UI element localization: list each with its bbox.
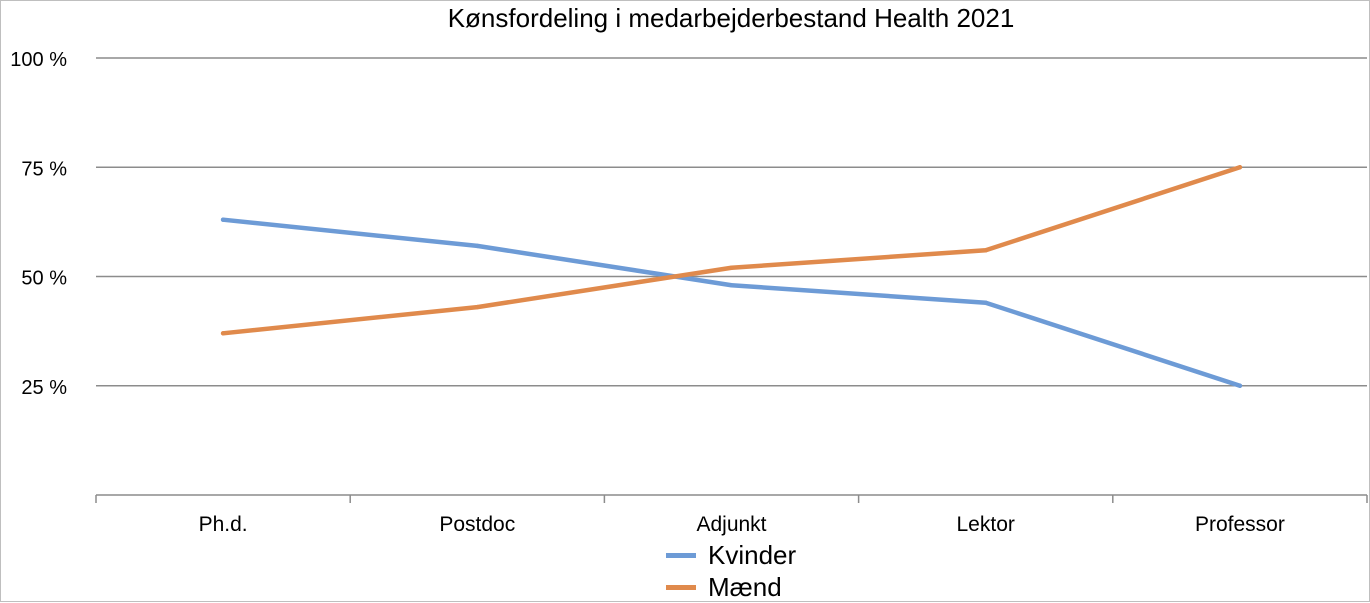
- data-point: [1237, 165, 1243, 170]
- chart-title: Kønsfordeling i medarbejderbestand Healt…: [447, 3, 1015, 33]
- data-point: [475, 243, 480, 249]
- legend-swatch-kvinder: [666, 552, 696, 558]
- data-point: [983, 300, 988, 305]
- data-point: [729, 265, 734, 270]
- x-tick-label: Professor: [1195, 513, 1285, 536]
- x-tick-label: Lektor: [957, 513, 1015, 536]
- data-point: [729, 283, 734, 288]
- series-line-0: [220, 217, 1243, 388]
- data-point: [220, 331, 226, 336]
- data-point: [1237, 383, 1243, 388]
- data-point: [983, 248, 988, 253]
- y-tick-label: 25 %: [21, 377, 67, 399]
- legend-label-kvinder: Kvinder: [708, 539, 797, 570]
- y-tick-label: 75 %: [21, 158, 67, 180]
- y-tick-label: 100 %: [10, 49, 67, 71]
- x-tick-label: Adjunkt: [696, 513, 766, 536]
- data-point: [475, 304, 480, 310]
- legend-item-kvinder: Kvinder: [666, 539, 866, 571]
- x-tick-label: Ph.d.: [199, 513, 248, 536]
- legend-label-maend: Mænd: [708, 571, 782, 602]
- series-line-1: [220, 165, 1243, 336]
- data-point: [220, 217, 226, 222]
- legend-swatch-maend: [666, 584, 696, 590]
- x-tick-label: Postdoc: [439, 513, 515, 536]
- legend: Kvinder Mænd: [666, 539, 866, 603]
- y-tick-label: 50 %: [21, 268, 67, 290]
- legend-item-maend: Mænd: [666, 571, 866, 603]
